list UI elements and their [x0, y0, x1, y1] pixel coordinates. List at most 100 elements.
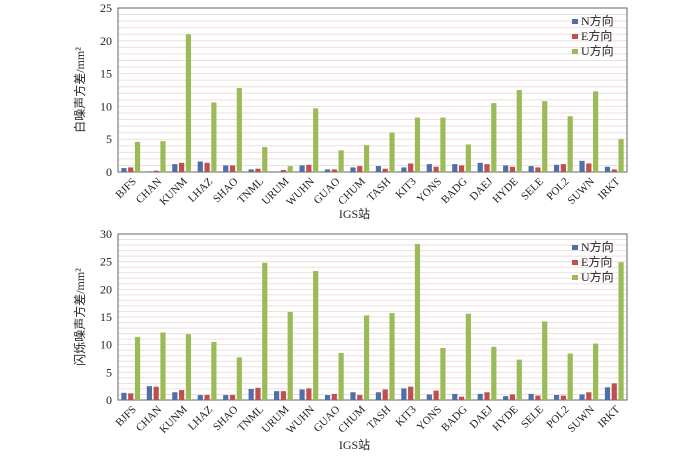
bar-E方向-CHAN: [153, 386, 159, 400]
x-tick-label: WUHN: [284, 404, 317, 437]
bar-E方向-BJFS: [128, 167, 134, 172]
bar-E方向-DAEJ: [484, 392, 490, 400]
bar-U方向-TNML: [262, 147, 268, 172]
bar-U方向-CHAN: [160, 141, 166, 172]
bar-U方向-HYDE: [516, 90, 522, 172]
bar-N方向-KIT3: [401, 388, 407, 400]
bar-U方向-SHAO: [236, 88, 242, 172]
y-tick-label: 25: [100, 1, 112, 15]
legend-label: U方向: [581, 269, 614, 284]
legend-label: E方向: [581, 254, 612, 269]
legend-label: N方向: [581, 239, 614, 254]
bar-E方向-HYDE: [509, 166, 516, 172]
legend-swatch-1: [572, 245, 578, 250]
bar-N方向-KUNM: [172, 164, 178, 172]
bar-E方向-CHUM: [357, 166, 363, 172]
x-tick-label: CHUM: [336, 403, 368, 435]
bar-E方向-TASH: [382, 168, 388, 172]
bar-U方向-YONS: [440, 347, 446, 400]
bar-N方向-DAEJ: [477, 162, 483, 172]
bar-E方向-SHAO: [229, 165, 236, 172]
bar-N方向-YONS: [426, 164, 432, 172]
bar-N方向-TASH: [375, 166, 382, 172]
bar-N方向-CHAN: [146, 386, 152, 400]
bar-N方向-BJFS: [121, 168, 127, 172]
y-tick-label: 5: [106, 365, 112, 379]
bar-E方向-KIT3: [408, 163, 414, 172]
bar-E方向-DAEJ: [484, 164, 490, 172]
bar-E方向-GUAO: [331, 393, 337, 400]
x-tick-label: BADG: [439, 176, 470, 207]
bar-E方向-BADG: [458, 396, 465, 400]
x-tick-label: SELE: [519, 403, 546, 430]
bar-N方向-YONS: [426, 394, 432, 400]
bar-U方向-HYDE: [516, 359, 522, 400]
bar-E方向-CHUM: [357, 395, 363, 400]
bar-U方向-TASH: [389, 132, 395, 172]
x-tick-label: IRKT: [596, 175, 623, 202]
bar-U方向-SELE: [542, 321, 548, 400]
bar-N方向-IRKT: [604, 166, 611, 172]
bar-E方向-SELE: [535, 395, 541, 400]
bar-U方向-TNML: [262, 262, 268, 400]
chart-panel-2: 051015202530BJFSCHANKUNMLHAZSHAOTNMLURUM…: [72, 227, 628, 452]
bar-N方向-HYDE: [503, 165, 509, 172]
bar-N方向-IRKT: [604, 387, 611, 400]
x-tick-label: SHAO: [211, 404, 241, 434]
bar-N方向-BADG: [452, 393, 458, 400]
x-tick-label: TASH: [365, 176, 393, 204]
x-tick-label: KUNM: [157, 403, 189, 435]
y-tick-label: 15: [100, 67, 112, 81]
bar-U方向-LHAZ: [211, 341, 217, 400]
bar-N方向-KIT3: [401, 167, 407, 172]
bar-E方向-BADG: [458, 165, 465, 172]
bar-U方向-KUNM: [185, 34, 192, 172]
x-tick-label: YONS: [415, 404, 445, 434]
bar-E方向-LHAZ: [204, 395, 210, 400]
bar-U方向-SUWN: [593, 91, 599, 172]
bar-E方向-WUHN: [306, 164, 312, 172]
y-tick-label: 0: [106, 393, 112, 407]
bar-E方向-IRKT: [611, 383, 617, 400]
bar-N方向-HYDE: [503, 396, 509, 400]
bar-E方向-BJFS: [128, 393, 134, 400]
x-tick-label: LHAZ: [186, 403, 215, 432]
y-tick-label: 25: [100, 255, 112, 269]
bar-U方向-BADG: [465, 313, 471, 400]
bar-U方向-CHUM: [363, 315, 370, 400]
bar-E方向-WUHN: [306, 388, 312, 400]
bar-N方向-URUM: [274, 391, 280, 400]
bar-N方向-LHAZ: [197, 161, 203, 172]
bar-U方向-KUNM: [185, 334, 192, 400]
bar-N方向-WUHN: [299, 165, 305, 172]
x-tick-label: IRKT: [596, 403, 623, 430]
bar-N方向-GUAO: [324, 395, 331, 400]
y-tick-label: 10: [100, 99, 112, 113]
bar-N方向-TNML: [248, 169, 254, 172]
legend-swatch-2: [572, 260, 578, 265]
x-tick-label: HYDE: [491, 403, 521, 433]
x-tick-label: KUNM: [157, 175, 189, 207]
bar-E方向-KIT3: [408, 386, 414, 400]
bar-U方向-URUM: [287, 166, 293, 172]
bar-E方向-YONS: [433, 390, 439, 400]
bar-N方向-KUNM: [172, 392, 178, 400]
x-tick-label: SUWN: [566, 404, 597, 435]
bar-N方向-CHAN: [146, 171, 152, 172]
bar-U方向-DAEJ: [491, 346, 497, 400]
bar-N方向-SELE: [528, 393, 534, 400]
x-tick-label: YONS: [415, 176, 445, 206]
x-tick-label: BADG: [439, 404, 470, 435]
bar-N方向-CHUM: [350, 392, 356, 400]
legend-swatch-3: [572, 275, 578, 280]
bar-E方向-HYDE: [509, 394, 516, 400]
bar-N方向-POL2: [553, 164, 560, 172]
bar-U方向-TASH: [389, 313, 395, 400]
bar-U方向-URUM: [287, 312, 293, 400]
bar-E方向-IRKT: [611, 169, 617, 172]
x-tick-label: TASH: [365, 404, 393, 432]
bar-N方向-WUHN: [299, 389, 305, 400]
bar-E方向-TASH: [382, 389, 388, 400]
bar-E方向-GUAO: [331, 169, 337, 172]
